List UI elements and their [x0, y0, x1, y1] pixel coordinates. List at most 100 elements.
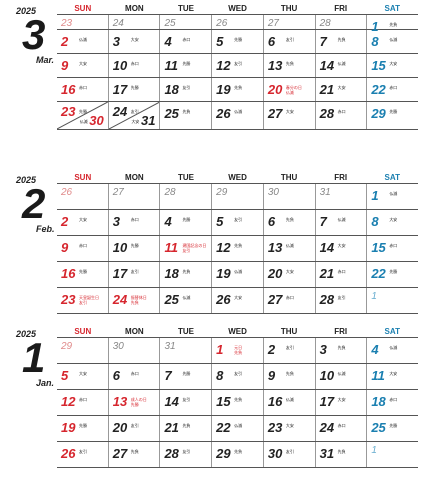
day-cell[interactable]: 23: [57, 15, 109, 29]
day-cell[interactable]: 27: [109, 184, 161, 209]
day-cell[interactable]: 23 先勝 30 仏滅: [57, 102, 109, 129]
day-cell[interactable]: 4 赤口: [160, 30, 213, 53]
day-cell[interactable]: 16 赤口: [57, 78, 109, 101]
day-cell[interactable]: 22 赤口: [367, 78, 418, 101]
day-cell[interactable]: 20 友引: [109, 416, 161, 441]
day-cell[interactable]: 16 仏滅: [264, 390, 316, 415]
day-cell[interactable]: 24 振替休日 先負: [109, 288, 161, 313]
day-cell[interactable]: 24: [109, 15, 161, 29]
day-cell[interactable]: 15 大安: [367, 54, 418, 77]
day-cell[interactable]: 17 大安: [316, 390, 368, 415]
day-cell[interactable]: 6 赤口: [109, 364, 161, 389]
day-cell[interactable]: 19 先勝: [57, 416, 109, 441]
day-cell[interactable]: 30 友引: [264, 442, 316, 467]
day-cell[interactable]: 8 仏滅: [367, 30, 418, 53]
day-cell[interactable]: 25 仏滅: [160, 288, 213, 313]
day-cell[interactable]: 20 春分の日 仏滅: [264, 78, 316, 101]
day-cell[interactable]: 18 赤口: [367, 390, 418, 415]
day-cell[interactable]: 14 仏滅: [316, 54, 368, 77]
day-cell[interactable]: 10 赤口: [109, 54, 161, 77]
day-cell[interactable]: 7 先負: [316, 30, 368, 53]
day-cell[interactable]: 8 大安: [367, 210, 418, 235]
day-cell[interactable]: 3 赤口: [109, 210, 161, 235]
day-cell[interactable]: 1 先負: [367, 15, 418, 33]
day-cell[interactable]: 19 仏滅: [212, 262, 264, 287]
day-cell[interactable]: 21 先負: [160, 416, 213, 441]
day-cell[interactable]: 12 先負: [212, 236, 264, 261]
day-cell[interactable]: 21 赤口: [316, 262, 368, 287]
day-cell[interactable]: 16 先勝: [57, 262, 109, 287]
day-cell[interactable]: 11 建国記念の日 友引: [160, 236, 213, 261]
day-cell[interactable]: 7 仏滅: [316, 210, 368, 235]
day-cell[interactable]: 28 友引: [160, 442, 213, 467]
day-cell[interactable]: 9 赤口: [57, 236, 109, 261]
day-cell[interactable]: 3 大安: [109, 30, 161, 53]
day-cell[interactable]: 21 大安: [316, 78, 368, 101]
day-cell[interactable]: 15 先負: [212, 390, 264, 415]
day-cell[interactable]: 27 赤口: [264, 288, 316, 313]
day-cell[interactable]: 22 仏滅: [212, 416, 264, 441]
day-cell[interactable]: 1 仏滅: [367, 184, 418, 209]
day-cell[interactable]: 23 大安: [264, 416, 316, 441]
day-cell[interactable]: 9 先負: [264, 364, 316, 389]
day-cell[interactable]: 23 天皇誕生日 友引: [57, 288, 109, 313]
day-cell[interactable]: 5 先勝: [212, 30, 264, 53]
day-cell[interactable]: 1: [367, 442, 418, 467]
day-cell[interactable]: 27: [264, 15, 316, 29]
day-cell[interactable]: 26 仏滅: [212, 102, 264, 129]
day-cell[interactable]: 31 先負: [316, 442, 368, 467]
day-cell[interactable]: 27 大安: [264, 102, 316, 129]
day-cell[interactable]: 31: [160, 338, 213, 363]
day-cell[interactable]: 20 大安: [264, 262, 316, 287]
day-cell[interactable]: 17 友引: [109, 262, 161, 287]
day-cell[interactable]: 14 友引: [160, 390, 213, 415]
day-cell[interactable]: 10 仏滅: [316, 364, 368, 389]
day-cell[interactable]: 11 大安: [367, 364, 418, 389]
day-cell[interactable]: 29: [212, 184, 264, 209]
day-cell[interactable]: 11 先勝: [160, 54, 213, 77]
day-cell[interactable]: 25 先勝: [367, 416, 418, 441]
day-cell[interactable]: 7 先勝: [160, 364, 213, 389]
day-cell[interactable]: 29 先勝: [367, 102, 418, 129]
day-cell[interactable]: 26 友引: [57, 442, 109, 467]
day-cell[interactable]: 31: [316, 184, 368, 209]
day-cell[interactable]: 28: [316, 15, 368, 29]
day-cell[interactable]: 12 赤口: [57, 390, 109, 415]
day-cell[interactable]: 26 大安: [212, 288, 264, 313]
day-cell[interactable]: 1: [367, 288, 418, 313]
day-cell[interactable]: 30: [109, 338, 161, 363]
day-cell[interactable]: 29: [57, 338, 109, 363]
day-cell[interactable]: 17 先勝: [109, 78, 161, 101]
day-cell[interactable]: 2 大安: [57, 210, 109, 235]
day-cell[interactable]: 5 大安: [57, 364, 109, 389]
day-cell[interactable]: 6 先負: [264, 210, 316, 235]
day-cell[interactable]: 25: [160, 15, 213, 29]
day-cell[interactable]: 30: [264, 184, 316, 209]
day-cell[interactable]: 22 先勝: [367, 262, 418, 287]
day-cell[interactable]: 24 友引 31 大安: [109, 102, 161, 129]
day-cell[interactable]: 4 仏滅: [367, 338, 418, 363]
day-cell[interactable]: 2 仏滅: [57, 30, 109, 53]
day-cell[interactable]: 28: [160, 184, 213, 209]
day-cell[interactable]: 26: [212, 15, 264, 29]
day-cell[interactable]: 28 赤口: [316, 102, 368, 129]
day-cell[interactable]: 1 元日 先負: [212, 338, 264, 363]
day-cell[interactable]: 12 友引: [212, 54, 264, 77]
day-cell[interactable]: 8 友引: [212, 364, 264, 389]
day-cell[interactable]: 26: [57, 184, 109, 209]
day-cell[interactable]: 29 先負: [212, 442, 264, 467]
day-cell[interactable]: 15 赤口: [367, 236, 418, 261]
day-cell[interactable]: 13 先負: [264, 54, 316, 77]
day-cell[interactable]: 3 先負: [316, 338, 368, 363]
day-cell[interactable]: 28 友引: [316, 288, 368, 313]
day-cell[interactable]: 9 大安: [57, 54, 109, 77]
day-cell[interactable]: 25 先負: [160, 102, 213, 129]
day-cell[interactable]: 27 先負: [109, 442, 161, 467]
day-cell[interactable]: 24 赤口: [316, 416, 368, 441]
day-cell[interactable]: 4 先勝: [160, 210, 213, 235]
day-cell[interactable]: 18 友引: [160, 78, 213, 101]
day-cell[interactable]: 6 友引: [264, 30, 316, 53]
day-cell[interactable]: 2 友引: [264, 338, 316, 363]
day-cell[interactable]: 5 友引: [212, 210, 264, 235]
day-cell[interactable]: 14 大安: [316, 236, 368, 261]
